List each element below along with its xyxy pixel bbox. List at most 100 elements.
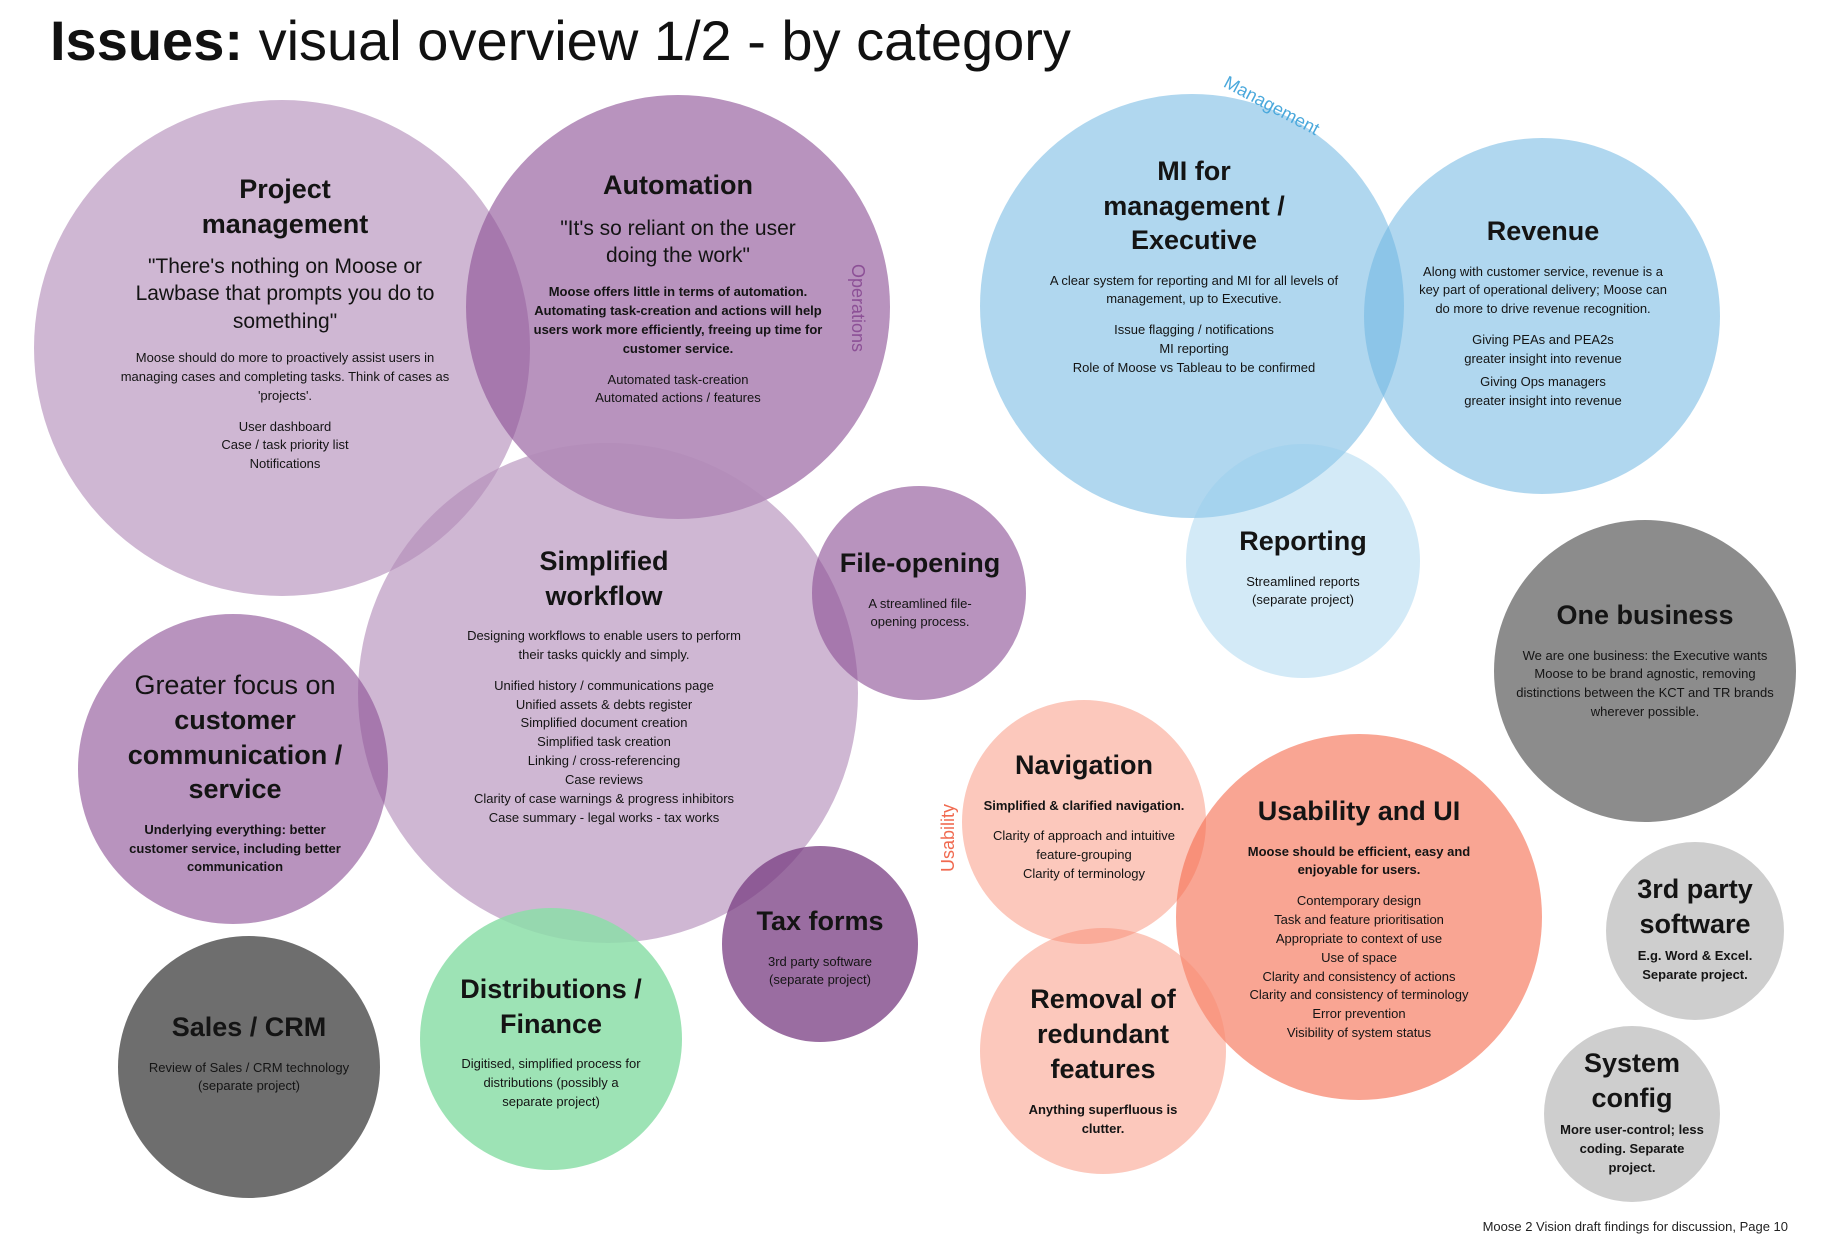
list-item: Case summary - legal works - tax works [488,809,720,825]
list-item: Case reviews [564,772,644,787]
customer-focus-circle [78,614,388,924]
one-business-bubble: One business We are one business: the Ex… [1516,598,1774,722]
list-item: greater insight into revenue [1464,350,1622,366]
removal-bubble: Removal of redundant features Anything s… [1016,982,1190,1139]
customer-focus-bubble: Greater focus on customer communication … [118,668,352,877]
list-item: Appropriate to context of use [1275,930,1443,946]
third-party-bubble: 3rd party software E.g. Word & Excel. Se… [1624,872,1766,985]
usability-ui-summary: Moose should be efficient, easy and enjo… [1247,843,1471,878]
third-party-circle [1606,842,1784,1020]
simplified-workflow-heading: Simplified workflow [539,546,669,611]
list-item: Automated task-creation [607,371,749,387]
list-item: Giving Ops managers [1480,373,1606,389]
one-business-circle [1494,520,1796,822]
automation-quote: "It's so reliant on the user doing the w… [560,216,796,267]
customer-focus-prefix: Greater focus on [134,670,336,700]
title-bold: Issues: [50,9,243,72]
automation-heading: Automation [603,170,753,200]
removal-summary: Anything superfluous is clutter. [1028,1102,1178,1137]
distributions-summary: Digitised, simplified process for distri… [461,1056,641,1109]
mi-summary: A clear system for reporting and MI for … [1049,272,1339,307]
third-party-summary: E.g. Word & Excel. Separate project. [1637,948,1753,982]
list-item: Use of space [1321,949,1397,965]
automation-bubble: Automation "It's so reliant on the user … [520,168,836,408]
reporting-bubble: Reporting Streamlined reports (separate … [1216,524,1390,610]
sales-crm-bubble: Sales / CRM Review of Sales / CRM techno… [148,1010,350,1096]
reporting-circle [1186,444,1420,678]
project-management-bubble: Project management "There's nothing on M… [110,172,460,474]
file-opening-circle [812,486,1026,700]
revenue-points: Giving PEAs and PEA2s greater insight in… [1408,331,1678,410]
list-item: MI reporting [1159,341,1229,357]
file-opening-heading: File-opening [839,548,1001,578]
third-party-heading: 3rd party software [1637,874,1753,939]
navigation-heading: Navigation [1014,750,1154,780]
mi-heading: MI for management / Executive [1103,156,1285,256]
customer-focus-summary: Underlying everything: better customer s… [129,821,341,875]
simplified-workflow-summary: Designing workflows to enable users to p… [467,628,741,662]
simplified-workflow-bubble: Simplified workflow Designing workflows … [446,544,762,828]
file-opening-bubble: File-opening A streamlined file-opening … [830,546,1010,632]
usability-ui-bubble: Usability and UI Moose should be efficie… [1220,794,1498,1043]
tax-forms-heading: Tax forms [756,906,884,936]
list-item: Notifications [249,456,321,472]
mi-points: Issue flagging / notifications MI report… [1044,321,1344,378]
revenue-circle [1364,138,1720,494]
one-business-summary: We are one business: the Executive wants… [1516,647,1774,720]
usability-ui-circle [1176,734,1542,1100]
distributions-heading: Distributions / Finance [460,974,642,1039]
tax-forms-circle [722,846,918,1042]
customer-focus-heading: customer communication / service [127,705,343,805]
sales-crm-summary: Review of Sales / CRM technology (separa… [148,1059,350,1094]
removal-circle [980,928,1226,1174]
revenue-bubble: Revenue Along with customer service, rev… [1408,214,1678,410]
system-config-summary: More user-control; less coding. Separate… [1560,1122,1704,1175]
revenue-summary: Along with customer service, revenue is … [1419,263,1667,317]
project-management-summary: Moose should do more to proactively assi… [120,349,450,403]
usability-group-label: Usability [938,803,958,872]
simplified-workflow-points: Unified history / communications page Un… [446,677,762,828]
sales-crm-circle [118,936,380,1198]
list-item: User dashboard [238,418,332,434]
reporting-summary: Streamlined reports (separate project) [1246,573,1360,608]
list-item: Contemporary design [1296,893,1422,909]
system-config-circle [1544,1026,1720,1202]
list-item: Clarity of approach and intuitive [992,828,1176,844]
project-management-quote: "There's nothing on Moose or Lawbase tha… [135,255,435,333]
list-item: Error prevention [1312,1006,1406,1022]
list-item: Automated actions / features [595,390,761,406]
list-item: Issue flagging / notifications [1114,322,1274,338]
list-item: Unified history / communications page [494,677,714,693]
automation-points: Automated task-creation Automated action… [520,371,836,409]
revenue-heading: Revenue [1486,216,1600,246]
system-config-bubble: System config More user-control; less co… [1560,1046,1704,1178]
project-management-points: User dashboard Case / task priority list… [110,418,460,475]
list-item: Clarity and consistency of actions [1262,968,1456,984]
project-management-heading: Project management [201,174,369,239]
list-item: Unified assets & debts register [515,696,693,712]
usability-ui-points: Contemporary design Task and feature pri… [1220,892,1498,1043]
list-item: Clarity of case warnings & progress inhi… [473,790,735,806]
sales-crm-heading: Sales / CRM [171,1012,327,1042]
reporting-heading: Reporting [1239,526,1367,556]
list-item: Case / task priority list [221,437,349,453]
mi-bubble: MI for management / Executive A clear sy… [1044,154,1344,378]
tax-forms-bubble: Tax forms 3rd party software (separate p… [740,904,900,990]
list-item: Simplified task creation [537,734,671,750]
list-item: Clarity and consistency of terminology [1249,987,1469,1003]
list-item: Clarity of terminology [1022,866,1146,882]
page-title: Issues: visual overview 1/2 - by categor… [50,8,1071,73]
navigation-summary: Simplified & clarified navigation. [983,797,1185,813]
file-opening-summary: A streamlined file-opening process. [868,595,972,630]
usability-ui-heading: Usability and UI [1257,796,1461,826]
list-item: Simplified document creation [520,715,688,731]
operations-group-label: Operations [848,264,868,353]
footer-page-note: Moose 2 Vision draft findings for discus… [1482,1219,1788,1234]
distributions-circle [420,908,682,1170]
navigation-points: Clarity of approach and intuitive featur… [978,827,1190,884]
one-business-heading: One business [1556,600,1734,630]
mi-circle [980,94,1404,518]
list-item: Giving PEAs and PEA2s [1472,332,1614,348]
list-item: feature-grouping [1036,847,1132,863]
tax-forms-summary: 3rd party software (separate project) [767,953,873,988]
